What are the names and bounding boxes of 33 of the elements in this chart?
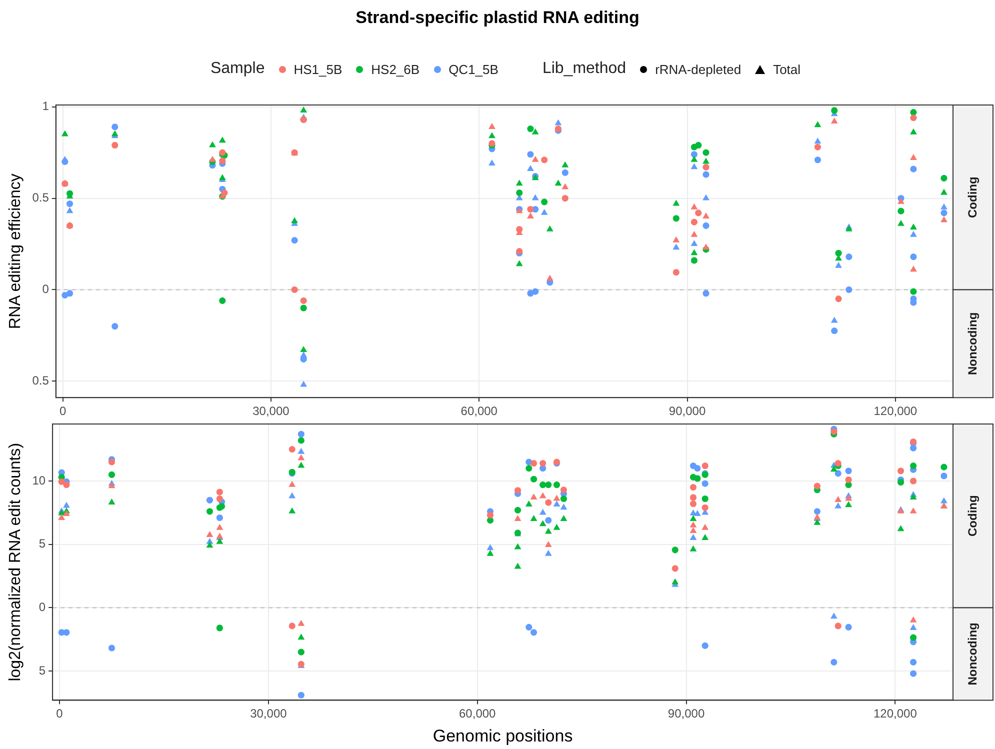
x-tick-label: 90,000 xyxy=(668,706,705,721)
x-tick-label: 0 xyxy=(59,404,66,418)
legend-label: QC1_5B xyxy=(448,62,498,76)
x-tick-label: 120,000 xyxy=(874,706,918,721)
x-tick-label: 90,000 xyxy=(668,404,706,418)
text: Lib_method xyxy=(542,60,626,78)
legend-title: Sample xyxy=(210,60,265,78)
y-tick-label: 1 xyxy=(42,99,50,114)
y-tick-label: 10 xyxy=(32,473,46,488)
legend-label: HS2_6B xyxy=(371,62,420,76)
chart-title: Strand-specific plastid RNA editing xyxy=(354,8,640,28)
y-axis-title: RNA editing efficiency xyxy=(7,174,24,329)
y-tick-label: 0.5 xyxy=(32,373,50,388)
x-tick-label: 30,000 xyxy=(252,404,290,418)
y-tick-label: 5 xyxy=(38,663,46,678)
y-tick-label: 0 xyxy=(38,600,46,614)
y-tick-label: 5 xyxy=(38,536,46,551)
y-axis-title: log2(normalized RNA edit counts) xyxy=(7,442,24,682)
text: Noncoding xyxy=(965,312,980,375)
text: Coding xyxy=(965,495,980,537)
x-tick-label: 60,000 xyxy=(459,706,496,721)
x-tick-label: 30,000 xyxy=(250,706,288,721)
text: rRNA-depleted xyxy=(655,62,742,76)
text: Total xyxy=(773,62,801,76)
legend-label: HS1_5B xyxy=(294,62,342,76)
text: Coding xyxy=(965,176,980,218)
x-tick-label: 120,000 xyxy=(874,404,918,418)
y-tick-label: 0.5 xyxy=(32,190,50,205)
text: Noncoding xyxy=(965,622,980,686)
x-tick-label: 0 xyxy=(56,706,64,721)
x-tick-label: 60,000 xyxy=(460,404,498,418)
x-axis-title: Genomic positions xyxy=(432,726,573,746)
y-tick-label: 0 xyxy=(42,282,50,296)
